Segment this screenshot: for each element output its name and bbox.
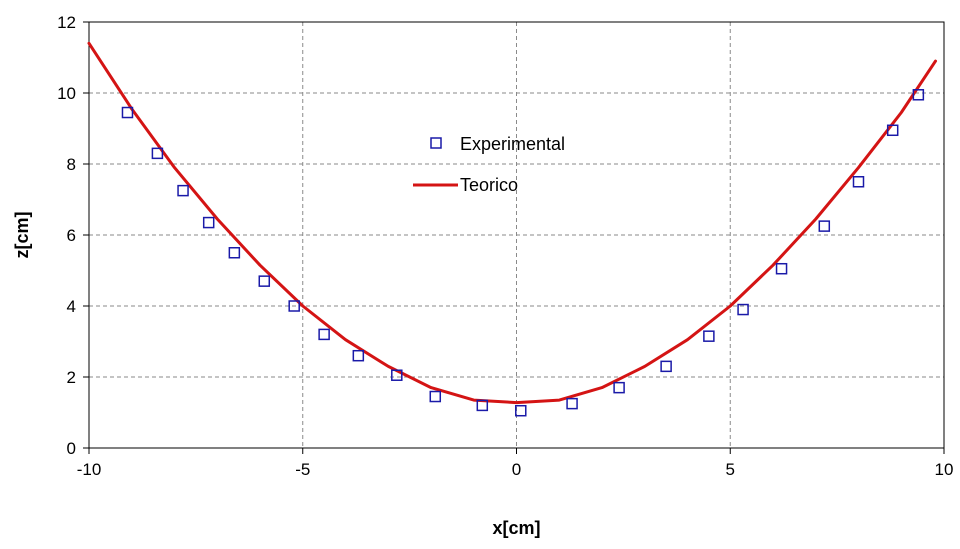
data-point-experimental: [818, 220, 831, 232]
y-tick-label: 6: [67, 226, 76, 245]
x-tick-label: 10: [935, 460, 954, 479]
y-tick-label: 0: [67, 439, 76, 458]
axis-ticks: -10 -5 0 5 10 0 2 4 6 8 10 12: [57, 13, 953, 479]
legend-label-teorico: Teorico: [460, 175, 518, 195]
data-point-experimental: [318, 328, 330, 341]
x-tick-label: -10: [77, 460, 102, 479]
data-point-experimental: [288, 300, 300, 312]
data-point-experimental: [121, 106, 134, 119]
data-point-experimental: [737, 303, 749, 316]
data-point-experimental: [391, 369, 403, 381]
y-tick-label: 8: [67, 155, 76, 174]
y-tick-label: 12: [57, 13, 76, 32]
y-tick-label: 2: [67, 368, 76, 387]
data-point-experimental: [352, 349, 365, 362]
data-point-experimental: [228, 247, 241, 259]
data-point-experimental: [703, 330, 715, 342]
data-point-experimental: [775, 262, 788, 275]
data-point-experimental: [852, 176, 865, 188]
y-tick-label: 10: [57, 84, 76, 103]
data-point-experimental: [258, 275, 271, 287]
series-layer: [87, 41, 937, 417]
data-point-experimental: [429, 390, 442, 403]
data-point-experimental: [566, 397, 578, 410]
data-point-experimental: [613, 381, 625, 394]
legend-marker-experimental: [430, 137, 442, 149]
data-point-experimental: [912, 89, 925, 101]
x-tick-label: -5: [295, 460, 310, 479]
data-point-experimental: [886, 124, 899, 137]
y-axis-title: z[cm]: [12, 211, 32, 258]
data-point-experimental: [476, 399, 489, 412]
grid-lines: [89, 22, 944, 448]
series-line-teorico: [87, 41, 937, 405]
y-tick-label: 4: [67, 297, 76, 316]
x-axis-title: x[cm]: [492, 518, 540, 538]
x-tick-label: 5: [726, 460, 735, 479]
data-point-experimental: [202, 216, 215, 229]
legend: Experimental Teorico: [413, 134, 565, 195]
data-point-experimental: [151, 147, 164, 160]
data-point-experimental: [660, 360, 672, 373]
data-point-experimental: [515, 404, 527, 417]
x-tick-label: 0: [512, 460, 521, 479]
data-point-experimental: [177, 184, 189, 197]
legend-label-experimental: Experimental: [460, 134, 565, 154]
